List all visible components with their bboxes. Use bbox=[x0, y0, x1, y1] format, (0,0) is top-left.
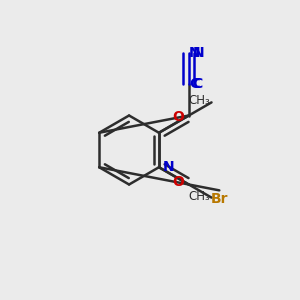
Text: N: N bbox=[192, 46, 204, 60]
Text: Br: Br bbox=[211, 192, 228, 206]
Text: CH₃: CH₃ bbox=[189, 94, 210, 107]
Text: N: N bbox=[163, 160, 175, 174]
Text: O: O bbox=[172, 110, 184, 124]
Text: O: O bbox=[172, 175, 184, 189]
Text: CH₃: CH₃ bbox=[189, 190, 210, 202]
Text: N: N bbox=[189, 46, 200, 60]
Text: C: C bbox=[189, 77, 199, 92]
Text: C: C bbox=[192, 77, 203, 92]
